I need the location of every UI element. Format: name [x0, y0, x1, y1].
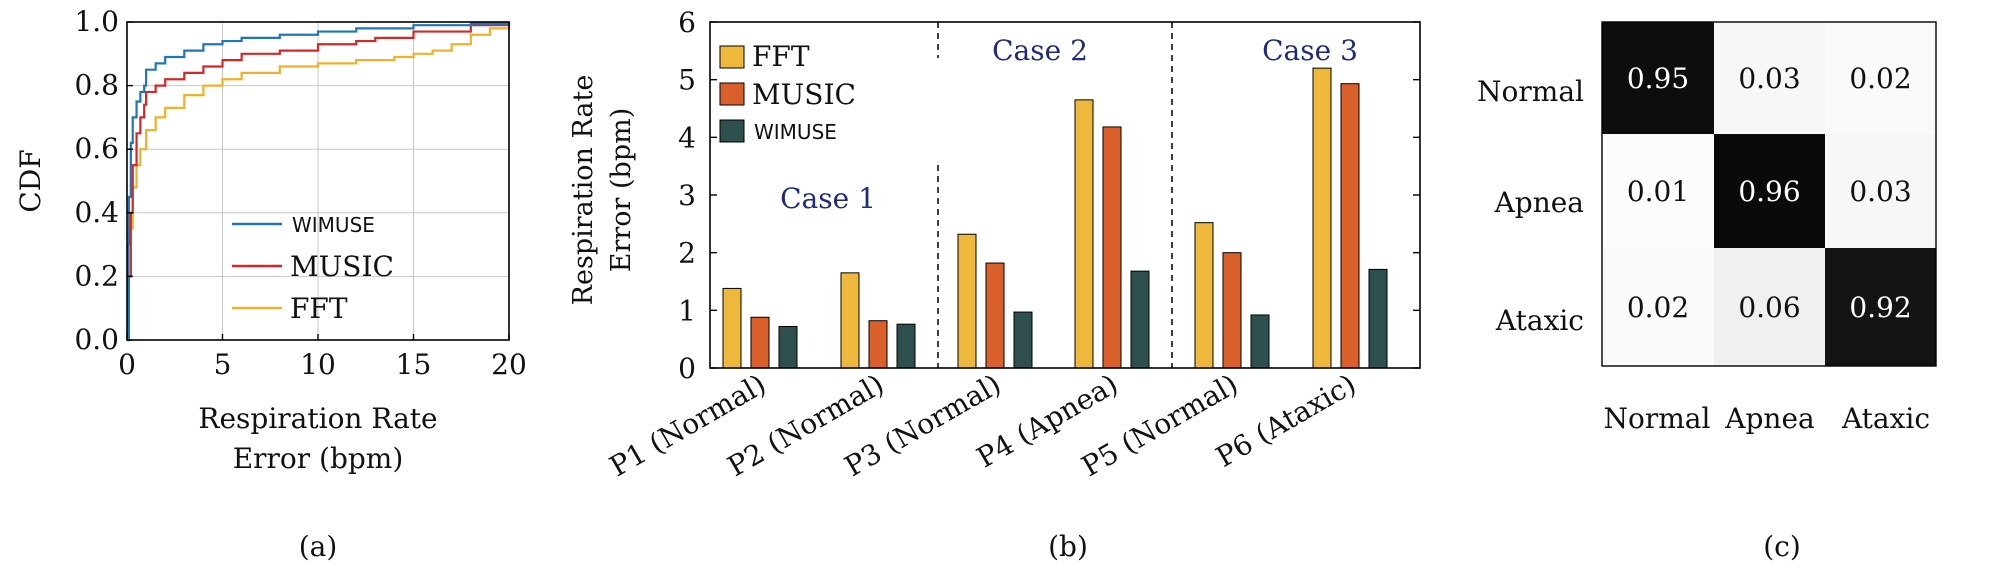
cdf-legend-music-label: MUSIC	[290, 250, 394, 283]
confusion-cell-r1c3	[1825, 22, 1936, 134]
bar-ytick-label: 4	[678, 121, 696, 154]
confusion-value-r2c2: 0.96	[1738, 175, 1800, 208]
col-label-ataxic: Ataxic	[1841, 402, 1930, 435]
confusion-panel: 0.95 0.03 0.02 0.01 0.96 0.03 0.02 0.06 0.92 Nor…	[1477, 21, 1937, 563]
confusion-value-r2c1: 0.01	[1627, 175, 1689, 208]
cdf-line-music	[127, 22, 511, 342]
bar-ytick-label: 6	[678, 6, 696, 39]
confusion-cell-r3c2	[1714, 248, 1825, 366]
cdf-ytick-label: 0.6	[74, 132, 119, 165]
bar-music-p6	[1340, 83, 1360, 369]
confusion-value-r1c2: 0.03	[1738, 62, 1800, 95]
bar-ticks: P1 (Normal)P2 (Normal)P3 (Normal)P4 (Apn…	[604, 6, 1420, 483]
bar-ytick-label: 2	[678, 237, 696, 270]
bar-fft-p6	[1312, 67, 1332, 369]
bar-music-p2	[868, 320, 888, 369]
bar-music-p1	[750, 316, 770, 369]
bar-legend-music-label: MUSIC	[752, 78, 856, 111]
case-3-label: Case 3	[1262, 34, 1358, 67]
confusion-cell-r2c3	[1825, 134, 1936, 248]
confusion-value-r3c1: 0.02	[1627, 291, 1689, 324]
bar-legend-wimuse-swatch	[719, 119, 745, 143]
confusion-cell-r3c3	[1825, 248, 1936, 366]
bar-wimuse-p6	[1368, 268, 1388, 369]
row-label-ataxic: Ataxic	[1495, 304, 1584, 337]
cdf-xtick-label: 0	[118, 348, 136, 381]
confusion-caption: (c)	[1763, 530, 1801, 563]
cdf-xtick-label: 10	[300, 348, 336, 381]
bar-wimuse-p3	[1013, 311, 1033, 369]
bar-legend-wimuse-label: WIMUSE	[754, 120, 837, 144]
row-label-normal: Normal	[1477, 75, 1584, 108]
cdf-legend-fft-label: FFT	[290, 292, 348, 325]
cdf-panel: 0 5 10 15 20 0.0 0.2 0.4 0.6 0.8 1.0 CDF Respirati…	[14, 5, 527, 563]
confusion-value-r1c1: 0.95	[1627, 62, 1689, 95]
cdf-xtick-label: 20	[491, 348, 527, 381]
cdf-ytick-label: 0.2	[74, 259, 119, 292]
bar-legend-music-swatch	[719, 82, 745, 106]
confusion-value-r3c2: 0.06	[1738, 291, 1800, 324]
bar-fft-p1	[722, 287, 742, 369]
col-label-normal: Normal	[1604, 402, 1711, 435]
bar-marks	[722, 67, 1388, 369]
bar-wimuse-p5	[1250, 314, 1270, 369]
confusion-frame	[1601, 21, 1937, 367]
confusion-cell-r2c2	[1714, 134, 1825, 248]
confusion-value-r2c3: 0.03	[1849, 175, 1911, 208]
cdf-lines	[126, 22, 511, 342]
bar-ytick-label: 0	[678, 352, 696, 385]
confusion-cells: 0.95 0.03 0.02 0.01 0.96 0.03 0.02 0.06 0.92	[1602, 22, 1936, 366]
confusion-value-r3c3: 0.92	[1849, 291, 1911, 324]
bar-music-p5	[1222, 252, 1242, 369]
bar-panel: P1 (Normal)P2 (Normal)P3 (Normal)P4 (Apn…	[568, 6, 1421, 563]
cdf-line-wimuse	[126, 22, 511, 342]
bar-fft-p3	[957, 233, 977, 369]
cdf-line-fft	[127, 22, 511, 342]
bar-wimuse-p4	[1130, 270, 1150, 369]
row-label-apnea: Apnea	[1494, 186, 1584, 219]
bar-fft-p2	[840, 272, 860, 369]
bar-wimuse-p2	[896, 323, 916, 369]
bar-ylabel-line2: Error (bpm)	[606, 108, 637, 273]
confusion-cell-r2c1	[1602, 134, 1714, 248]
cdf-ytick-label: 0.4	[74, 196, 119, 229]
bar-music-p4	[1102, 126, 1122, 369]
cdf-xlabel-line1: Respiration Rate	[198, 402, 437, 435]
bar-legend: FFT MUSIC WIMUSE	[719, 40, 856, 144]
confusion-value-r1c3: 0.02	[1849, 62, 1911, 95]
bar-fft-p5	[1194, 222, 1214, 369]
bar-ytick-label: 1	[678, 294, 696, 327]
cdf-xtick-label: 15	[396, 348, 432, 381]
bar-legend-fft-label: FFT	[752, 40, 810, 73]
cdf-ticks: 0 5 10 15 20 0.0 0.2 0.4 0.6 0.8 1.0	[74, 5, 526, 381]
cdf-ytick-label: 0.8	[74, 69, 119, 102]
bar-music-p3	[985, 262, 1005, 369]
cdf-legend: WIMUSE MUSIC FFT	[232, 213, 394, 325]
case-2-label: Case 2	[992, 34, 1088, 67]
cdf-ytick-label: 0.0	[74, 323, 119, 356]
bar-fft-p4	[1074, 99, 1094, 369]
confusion-cell-r1c1	[1602, 22, 1714, 134]
bar-caption: (b)	[1048, 530, 1088, 563]
cdf-caption: (a)	[299, 530, 338, 563]
confusion-cell-r3c1	[1602, 248, 1714, 366]
cdf-xtick-label: 5	[214, 348, 232, 381]
cdf-legend-wimuse-label: WIMUSE	[292, 213, 375, 237]
bar-ytick-label: 3	[678, 179, 696, 212]
confusion-cell-r1c2	[1714, 22, 1825, 134]
bar-ylabel-line1: Respiration Rate	[568, 75, 599, 306]
case-1-label: Case 1	[780, 182, 876, 215]
col-label-apnea: Apnea	[1724, 402, 1814, 435]
cdf-xlabel-line2: Error (bpm)	[233, 442, 404, 475]
cdf-ytick-label: 1.0	[74, 5, 119, 38]
bar-ytick-label: 5	[678, 64, 696, 97]
bar-legend-fft-swatch	[719, 45, 745, 69]
cdf-ylabel: CDF	[14, 149, 47, 212]
bar-wimuse-p1	[778, 325, 798, 369]
